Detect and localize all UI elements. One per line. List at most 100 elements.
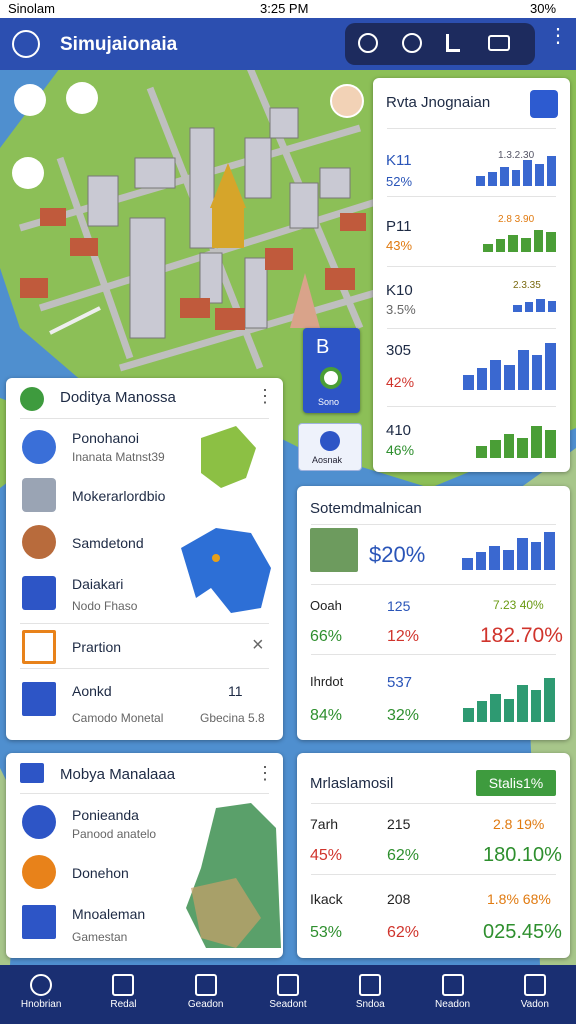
- row-pct: 43%: [386, 238, 413, 253]
- nav-item[interactable]: Hnobrian: [0, 965, 82, 1024]
- row-cell: 66%: [310, 628, 343, 645]
- nav-item[interactable]: Vadon: [494, 965, 576, 1024]
- stats-card: Mrlaslamosil Stalis1% 7arh 215 2.8 19% 4…: [297, 753, 570, 958]
- row-cell: Ihrdot: [310, 674, 344, 689]
- nav-item[interactable]: Geadon: [165, 965, 247, 1024]
- map-button[interactable]: [66, 82, 98, 114]
- row-cell: 53%: [310, 924, 343, 941]
- carrier: Sinolam: [8, 1, 55, 16]
- item-icon: [22, 576, 56, 610]
- nav-label: Vadon: [520, 999, 549, 1010]
- map-button[interactable]: [12, 157, 44, 189]
- button-label: Aosnak: [312, 455, 343, 465]
- item-icon: [22, 525, 56, 559]
- row-pct: 46%: [386, 442, 415, 458]
- panel-title: Rvta Jnognaian: [386, 94, 491, 111]
- tools-button[interactable]: [488, 35, 510, 51]
- nav-item[interactable]: Neadon: [411, 965, 493, 1024]
- row-cell: 12%: [387, 628, 420, 645]
- item-icon: [22, 855, 56, 889]
- clock: 3:25 PM: [260, 1, 309, 16]
- nav-icon: [523, 974, 546, 996]
- item-icon: [22, 905, 56, 939]
- row-cell: 2.8 19%: [493, 816, 545, 832]
- nav-label: Hnobrian: [20, 999, 62, 1010]
- item-title[interactable]: Donehon: [72, 865, 129, 881]
- item-sub: Camodo Monetal: [72, 711, 164, 725]
- row-label: P11: [386, 218, 412, 235]
- battery: 30%: [530, 1, 557, 16]
- row-cell: Ikack: [310, 891, 343, 907]
- row-label: 410: [386, 422, 412, 439]
- item-note: Gbecina 5.8: [200, 711, 265, 725]
- nav-item[interactable]: Seadont: [247, 965, 329, 1024]
- item-icon: [22, 682, 56, 716]
- info-button[interactable]: [402, 33, 422, 53]
- nav-item[interactable]: Sndoa: [329, 965, 411, 1024]
- tile-caption: Sono: [318, 397, 340, 407]
- nav-label: Geadon: [187, 999, 224, 1010]
- item-title[interactable]: Prartion: [72, 639, 122, 655]
- row-cell: 180.10%: [483, 844, 562, 866]
- row-cell: 537: [387, 674, 413, 691]
- card-title: Doditya Manossa: [60, 389, 176, 406]
- item-title[interactable]: Mnoaleman: [72, 906, 146, 922]
- item-icon: [22, 430, 56, 464]
- nav-icon: [441, 974, 464, 996]
- list-card: Mobya Manalaaa ⋮ Ponieanda Panood anatel…: [6, 753, 283, 958]
- row-cell: 215: [387, 816, 411, 832]
- row-label: K10: [386, 282, 413, 299]
- item-title[interactable]: Mokerarlordbio: [72, 488, 166, 504]
- card-menu[interactable]: ⋮: [256, 386, 274, 406]
- user-button[interactable]: [446, 34, 460, 52]
- card-icon: [20, 387, 44, 411]
- tile-icon: [320, 367, 342, 389]
- item-icon: [22, 630, 56, 664]
- card-title: Mrlaslamosil: [310, 775, 394, 792]
- nav-icon: [112, 974, 135, 996]
- search-button[interactable]: [358, 33, 378, 53]
- item-title[interactable]: Samdetond: [72, 535, 144, 551]
- card-map: [186, 803, 281, 948]
- item-sub: Gamestan: [72, 930, 128, 944]
- nav-label: Seadont: [269, 999, 307, 1010]
- nav-item[interactable]: Redal: [82, 965, 164, 1024]
- panel-action[interactable]: [530, 90, 558, 118]
- row-top: 2.8 3.90: [498, 214, 535, 225]
- avatar[interactable]: [330, 84, 364, 118]
- nav-icon: [276, 974, 299, 996]
- item-title[interactable]: Daiakari: [72, 576, 124, 592]
- row-cell: 182.70%: [480, 624, 563, 647]
- menu-button[interactable]: ⋮: [548, 25, 568, 47]
- map-button[interactable]: [14, 84, 46, 116]
- app-title: Simujaionaia: [60, 34, 178, 55]
- row-pct: 3.5%: [386, 302, 416, 317]
- item-sub: Panood anatelo: [72, 827, 157, 841]
- row-cell: 62%: [387, 924, 420, 941]
- row-top: 1.3.2.30: [498, 150, 535, 161]
- row-cell: 7arh: [310, 816, 339, 832]
- item-title[interactable]: Ponohanoi: [72, 430, 139, 446]
- item-title[interactable]: Ponieanda: [72, 807, 139, 823]
- row-cell: 7.23 40%: [493, 598, 544, 612]
- card-map: [181, 426, 271, 613]
- item-sub: Inanata Matnst39: [72, 450, 165, 464]
- badge: Stalis1%: [476, 770, 556, 796]
- close-button[interactable]: ×: [252, 634, 264, 656]
- nav-icon: [359, 974, 382, 996]
- card-menu[interactable]: ⋮: [256, 763, 274, 783]
- row-cell: 62%: [387, 847, 420, 864]
- card-title: Mobya Manalaaa: [60, 766, 176, 783]
- nav-icon: [194, 974, 217, 996]
- button-icon: [320, 431, 340, 451]
- tile-label: B: [316, 336, 330, 358]
- item-title[interactable]: Aonkd: [72, 683, 112, 699]
- row-cell: 84%: [310, 707, 343, 724]
- status-bar: [0, 0, 576, 18]
- item-sub: Nodo Fhaso: [72, 599, 138, 613]
- item-icon: [22, 805, 56, 839]
- headline: $20%: [369, 542, 426, 567]
- insights-panel: Rvta Jnognaian K11 52% 1.3.2.30 P11 43% …: [373, 78, 570, 472]
- back-button[interactable]: [12, 30, 40, 58]
